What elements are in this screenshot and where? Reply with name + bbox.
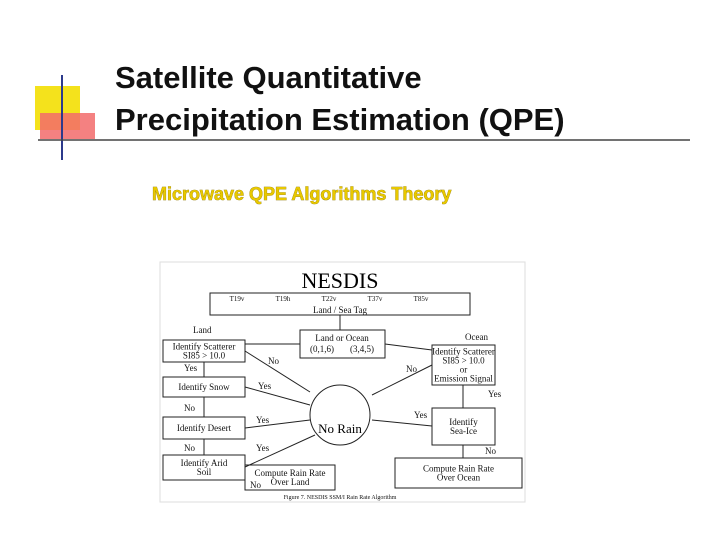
label: T37v <box>368 295 383 303</box>
label: No <box>184 443 195 453</box>
arrow <box>384 343 433 351</box>
label: Yes <box>256 415 270 425</box>
deco-rect <box>40 113 95 139</box>
label: T85v <box>414 295 429 303</box>
box <box>299 329 386 359</box>
circle <box>309 384 371 446</box>
arrow <box>244 350 311 393</box>
label: Yes <box>256 443 270 453</box>
label: Land <box>193 325 212 335</box>
label: Sea-Ice <box>450 426 477 436</box>
label: SI85 > 10.0 <box>442 356 485 366</box>
label: Identify Arid <box>181 458 228 468</box>
label: T22v <box>322 295 337 303</box>
box <box>394 457 523 489</box>
title: Precipitation Estimation (QPE) <box>115 102 565 137</box>
flowchart: NESDIS T19v T19h T22v T37v T85v Land / Sea T… <box>159 261 526 503</box>
label: Yes <box>414 410 428 420</box>
label: Identify Snow <box>178 382 230 392</box>
label: No <box>184 403 195 413</box>
label: Compute Rain Rate <box>255 468 326 478</box>
label: Yes <box>258 381 272 391</box>
label: Identify Scatterer <box>173 342 236 352</box>
label: or <box>460 365 468 375</box>
label: No Rain <box>318 421 362 436</box>
subtitle: Microwave QPE Algorithms Theory <box>152 184 451 204</box>
label: No <box>406 364 417 374</box>
label: Land / Sea Tag <box>313 305 367 315</box>
label: Ocean <box>465 332 488 342</box>
label: No <box>268 356 279 366</box>
label: Over Land <box>271 477 310 487</box>
label: Identify <box>449 417 478 427</box>
label: Land or Ocean <box>315 333 369 343</box>
label: Soil <box>197 467 212 477</box>
arrow <box>244 386 311 406</box>
label: Yes <box>488 389 502 399</box>
box <box>244 464 336 491</box>
arrow <box>244 419 311 429</box>
label: T19h <box>276 295 291 303</box>
label: Over Ocean <box>437 473 481 483</box>
label: Yes <box>184 363 198 373</box>
arrow <box>244 434 316 468</box>
heading: NESDIS <box>301 268 378 293</box>
title: Satellite Quantitative <box>115 60 422 95</box>
caption: Figure 7. NESDIS SSM/I Rain Rate Algorit… <box>284 495 397 501</box>
label: T19v <box>230 295 245 303</box>
box <box>431 407 496 446</box>
label: Emission Signal <box>434 374 493 384</box>
label: No <box>250 480 261 490</box>
label: Identify Scatterer <box>432 347 495 357</box>
label: SI85 > 10.0 <box>183 351 226 361</box>
label: No <box>485 446 496 456</box>
arrow <box>371 364 433 396</box>
arrow <box>371 419 433 427</box>
label: (0,1,6) <box>310 344 334 354</box>
label: Compute Rain Rate <box>423 464 494 474</box>
label: (3,4,5) <box>350 344 374 354</box>
label: Identify Desert <box>177 423 232 433</box>
